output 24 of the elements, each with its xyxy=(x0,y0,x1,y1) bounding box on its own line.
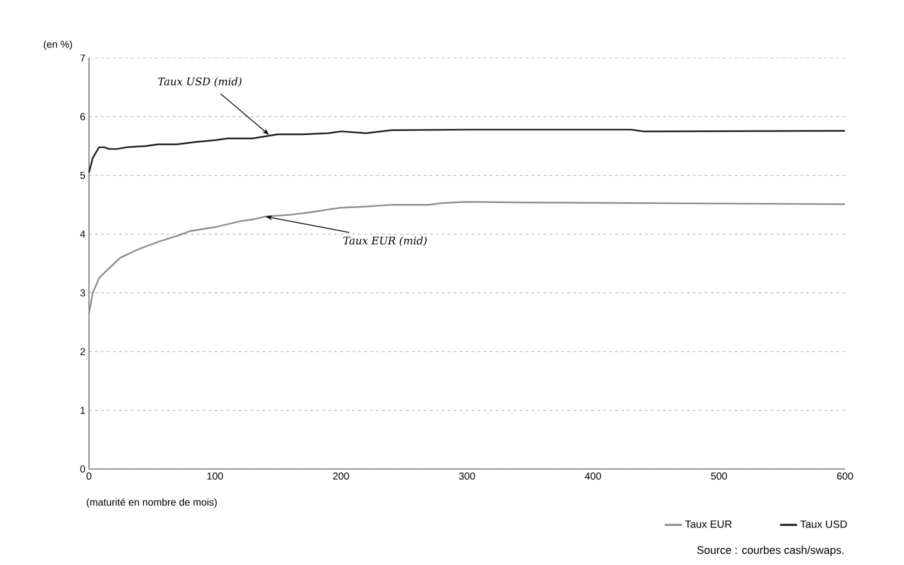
y-tick-label: 3 xyxy=(80,289,86,296)
y-axis-title: (en %) xyxy=(44,40,72,50)
x-tick-label: 0 xyxy=(86,472,92,480)
y-tick-label: 6 xyxy=(80,113,86,120)
y-tick-label: 5 xyxy=(80,172,86,179)
legend-label: Taux EUR xyxy=(685,520,732,528)
y-tick-label: 0 xyxy=(80,465,86,473)
line-series xyxy=(88,201,846,314)
y-tick-label: 7 xyxy=(80,54,85,62)
x-tick-label: 600 xyxy=(837,472,853,480)
y-tick-label: 2 xyxy=(80,348,85,356)
x-tick-label: 300 xyxy=(459,472,475,480)
x-tick-label: 500 xyxy=(711,472,727,480)
x-tick-label: 400 xyxy=(584,472,601,480)
x-axis-title: (maturité en nombre de mois) xyxy=(86,498,217,508)
x-tick-label: 100 xyxy=(207,472,223,480)
source-note: Source : courbes cash/swaps. xyxy=(697,546,844,556)
annotation: Taux USD (mid) xyxy=(158,77,242,87)
line-series xyxy=(88,128,846,174)
x-tick-label: 200 xyxy=(333,472,349,480)
legend-label: Taux USD xyxy=(800,520,847,528)
y-tick-label: 4 xyxy=(80,230,86,238)
y-tick-label: 1 xyxy=(80,406,85,414)
annotation: Taux EUR (mid) xyxy=(343,236,427,246)
